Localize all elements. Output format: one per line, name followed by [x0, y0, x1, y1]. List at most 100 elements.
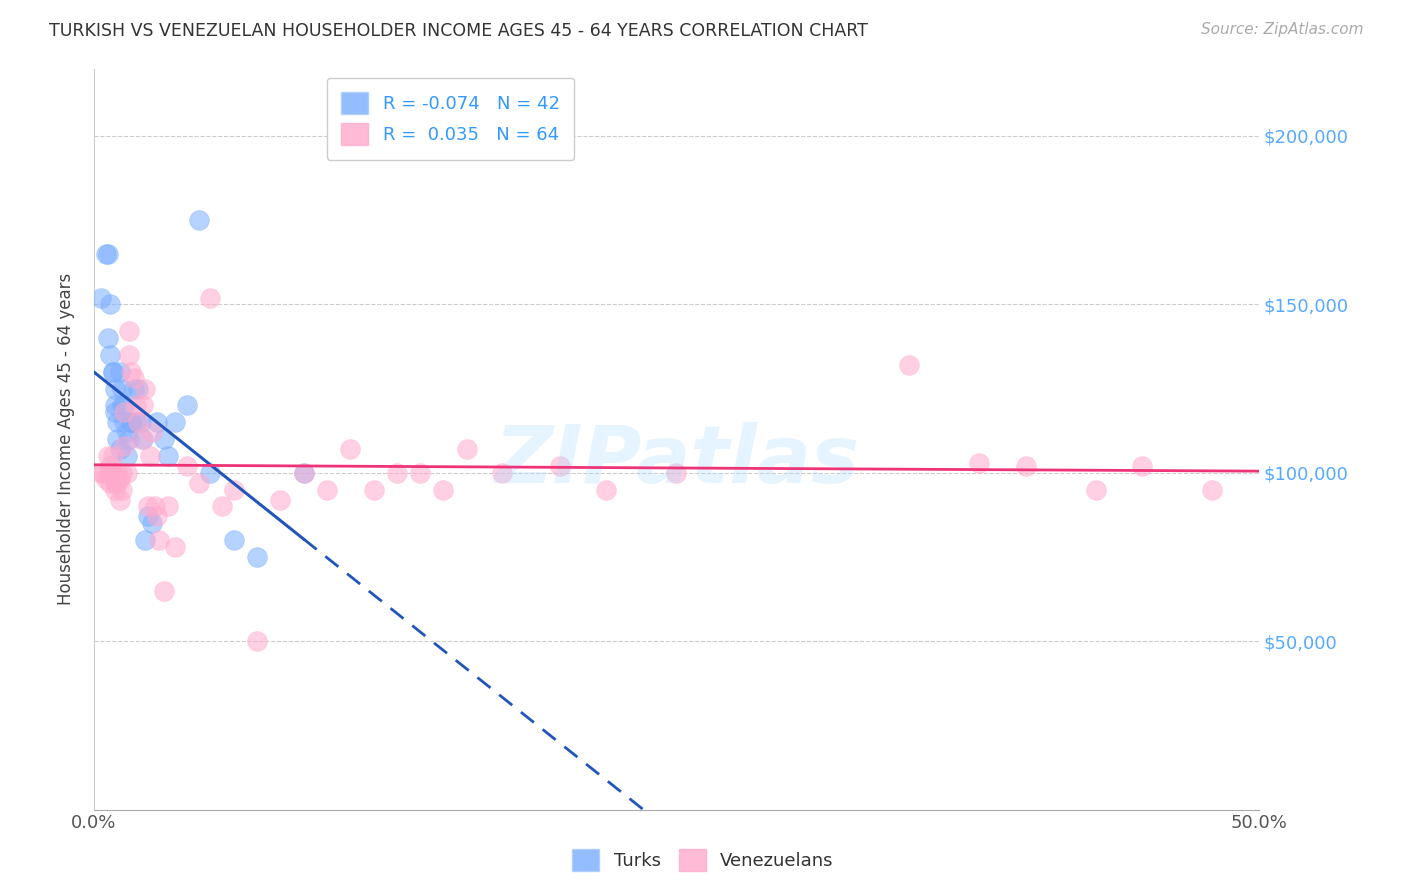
Point: [118, 324, 141, 338]
Point: [1201, 483, 1223, 497]
Point: [176, 398, 198, 412]
Point: [105, 432, 128, 446]
Point: [111, 382, 134, 396]
Point: [90, 291, 112, 305]
Point: [139, 449, 162, 463]
Point: [1084, 483, 1107, 497]
Point: [157, 449, 180, 463]
Point: [120, 415, 142, 429]
Point: [111, 398, 134, 412]
Point: [127, 415, 149, 429]
Point: [98, 297, 121, 311]
Point: [125, 398, 148, 412]
Point: [91, 466, 114, 480]
Point: [97, 449, 120, 463]
Point: [409, 466, 432, 480]
Point: [118, 432, 141, 446]
Point: [122, 382, 145, 396]
Point: [112, 405, 135, 419]
Point: [94, 472, 117, 486]
Point: [141, 425, 163, 440]
Point: [200, 291, 222, 305]
Point: [112, 439, 135, 453]
Point: [98, 475, 121, 490]
Point: [141, 516, 163, 531]
Point: [101, 466, 124, 480]
Point: [165, 540, 187, 554]
Point: [104, 475, 127, 490]
Point: [108, 492, 131, 507]
Point: [153, 583, 176, 598]
Point: [97, 247, 120, 261]
Point: [108, 442, 131, 457]
Point: [665, 466, 688, 480]
Point: [111, 466, 134, 480]
Point: [104, 472, 127, 486]
Point: [104, 405, 127, 419]
Point: [491, 466, 513, 480]
Point: [176, 458, 198, 473]
Text: Source: ZipAtlas.com: Source: ZipAtlas.com: [1201, 22, 1364, 37]
Point: [146, 415, 169, 429]
Point: [108, 472, 131, 486]
Point: [134, 533, 156, 547]
Point: [98, 348, 121, 362]
Legend: Turks, Venezuelans: Turks, Venezuelans: [565, 842, 841, 879]
Point: [157, 500, 180, 514]
Point: [97, 466, 120, 480]
Point: [112, 415, 135, 429]
Y-axis label: Householder Income Ages 45 - 64 years: Householder Income Ages 45 - 64 years: [58, 273, 75, 605]
Point: [97, 331, 120, 345]
Point: [112, 398, 135, 412]
Point: [90, 466, 112, 480]
Point: [129, 432, 152, 446]
Point: [129, 415, 152, 429]
Point: [187, 475, 209, 490]
Point: [101, 365, 124, 379]
Point: [94, 247, 117, 261]
Point: [595, 483, 617, 497]
Point: [115, 466, 138, 480]
Point: [292, 466, 315, 480]
Text: ZIPatlas: ZIPatlas: [494, 422, 859, 500]
Point: [187, 213, 209, 227]
Point: [548, 458, 571, 473]
Point: [269, 492, 291, 507]
Point: [456, 442, 478, 457]
Point: [122, 371, 145, 385]
Point: [125, 415, 148, 429]
Point: [246, 549, 269, 564]
Point: [363, 483, 385, 497]
Point: [104, 382, 127, 396]
Point: [104, 483, 127, 497]
Point: [316, 483, 339, 497]
Point: [148, 533, 170, 547]
Point: [1130, 458, 1153, 473]
Point: [136, 509, 159, 524]
Point: [132, 398, 155, 412]
Point: [132, 432, 155, 446]
Point: [115, 449, 138, 463]
Point: [211, 500, 233, 514]
Point: [136, 500, 159, 514]
Point: [101, 365, 124, 379]
Point: [385, 466, 408, 480]
Point: [104, 398, 127, 412]
Point: [1015, 458, 1038, 473]
Text: TURKISH VS VENEZUELAN HOUSEHOLDER INCOME AGES 45 - 64 YEARS CORRELATION CHART: TURKISH VS VENEZUELAN HOUSEHOLDER INCOME…: [49, 22, 868, 40]
Point: [108, 365, 131, 379]
Point: [134, 382, 156, 396]
Point: [115, 425, 138, 440]
Point: [432, 483, 454, 497]
Legend: R = -0.074   N = 42, R =  0.035   N = 64: R = -0.074 N = 42, R = 0.035 N = 64: [326, 78, 574, 160]
Point: [120, 415, 142, 429]
Point: [105, 466, 128, 480]
Point: [165, 415, 187, 429]
Point: [111, 483, 134, 497]
Point: [153, 432, 176, 446]
Point: [222, 533, 245, 547]
Point: [246, 634, 269, 648]
Point: [98, 458, 121, 473]
Point: [143, 500, 166, 514]
Point: [101, 449, 124, 463]
